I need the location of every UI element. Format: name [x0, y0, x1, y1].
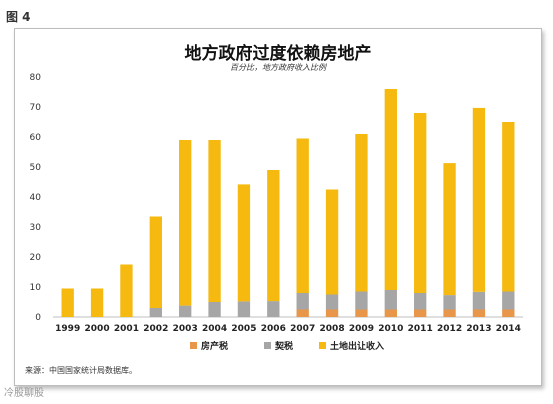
bar-segment [384, 89, 397, 290]
legend-label: 土地出让收入 [330, 340, 384, 352]
x-tick-label: 2006 [261, 324, 286, 334]
bar-segment [296, 138, 309, 293]
x-tick-label: 2004 [202, 324, 227, 334]
bar-segment [414, 113, 427, 293]
bar-segment [296, 293, 309, 310]
x-tick-label: 2014 [496, 324, 521, 334]
bar-segment [443, 163, 456, 296]
bar-segment [90, 288, 104, 317]
y-tick-label: 70 [30, 103, 42, 113]
bar-segment [267, 301, 280, 317]
legend-swatch [190, 342, 197, 349]
x-tick-label: 2011 [408, 324, 433, 334]
bar-segment [355, 291, 368, 310]
bar-segment [355, 134, 368, 292]
bar-segment [502, 309, 515, 317]
bar-segment [414, 309, 427, 317]
y-tick-label: 0 [35, 313, 41, 323]
y-tick-label: 50 [30, 163, 42, 173]
bar-segment [208, 302, 221, 317]
bar-segment [325, 309, 339, 317]
y-tick-label: 20 [30, 253, 42, 263]
x-tick-label: 2001 [114, 324, 139, 334]
bar-segment [179, 305, 192, 317]
legend-swatch [319, 342, 326, 349]
x-tick-label: 2008 [320, 324, 345, 334]
bar-segment [208, 140, 221, 302]
bar-segment [120, 264, 133, 317]
bar-segment [414, 293, 427, 310]
figure-label: 图 4 [6, 10, 31, 24]
bar-segment [237, 301, 251, 317]
y-tick-label: 80 [30, 73, 42, 83]
bar-segment [472, 107, 486, 292]
bar-segment [502, 122, 515, 292]
bar-segment [179, 140, 192, 306]
x-tick-label: 2003 [173, 324, 198, 334]
x-tick-label: 2002 [143, 324, 168, 334]
x-tick-label: 2012 [437, 324, 462, 334]
bar-segment [325, 189, 339, 295]
x-tick-label: 2000 [85, 324, 110, 334]
chart-frame: 地方政府过度依赖房地产 百分比，地方政府收入比例 0 10 20 30 40 50 60 70… [14, 28, 542, 386]
x-tick-label: 1999 [55, 324, 80, 334]
bar-segment [472, 309, 486, 317]
bar-segment [325, 294, 339, 310]
chart-title: 地方政府过度依赖房地产 [184, 44, 372, 64]
bar-segment [502, 291, 515, 310]
bar-segment [384, 290, 397, 310]
bar-segment [237, 184, 251, 302]
y-tick-label: 10 [30, 283, 42, 293]
bar-segment [443, 309, 456, 317]
x-tick-label: 2005 [231, 324, 256, 334]
watermark: 冷股聊股 [4, 388, 44, 399]
bar-segment [355, 309, 368, 317]
bar-segment [149, 308, 162, 317]
stacked-bar-chart: 0 10 20 30 40 50 60 70 80 1999 2000 2001 2002 2003 200… [30, 73, 523, 352]
x-tick-label: 2013 [466, 324, 491, 334]
y-tick-label: 40 [30, 193, 42, 203]
legend-label: 契税 [274, 340, 293, 352]
bar-segment [296, 309, 309, 317]
y-tick-label: 60 [30, 133, 42, 143]
bar-segment [61, 288, 74, 317]
legend-swatch [264, 342, 271, 349]
bar-segment [443, 295, 456, 310]
bar-segment [472, 291, 486, 310]
bar-segment [267, 170, 280, 302]
bar-segment [384, 309, 397, 317]
y-tick-label: 30 [30, 223, 42, 233]
bar-segment [149, 216, 162, 308]
x-tick-label: 2010 [378, 324, 403, 334]
legend-label: 房产税 [201, 340, 228, 352]
x-tick-label: 2009 [349, 324, 374, 334]
source-note: 来源：中国国家统计局数据库。 [25, 366, 137, 375]
chart-subtitle: 百分比，地方政府收入比例 [230, 63, 326, 72]
x-tick-label: 2007 [290, 324, 315, 334]
